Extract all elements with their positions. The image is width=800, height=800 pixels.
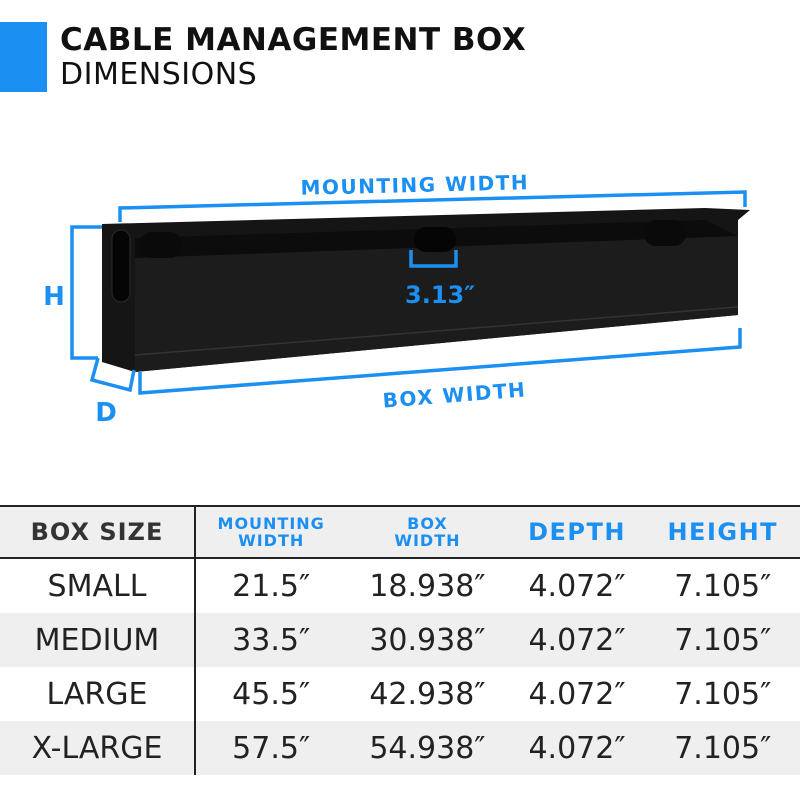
cell-box-width: 18.938″ (369, 568, 486, 604)
cell-size: X-LARGE (0, 721, 196, 775)
product-diagram: MOUNTING WIDTH BOX WIDTH H D 3.13″ (43, 170, 750, 428)
header-box-width: BOX WIDTH (346, 505, 509, 559)
header-height: HEIGHT (645, 505, 800, 559)
page-subtitle: DIMENSIONS (60, 57, 258, 92)
cell-size: SMALL (0, 558, 196, 613)
table-row: LARGE 45.5″ 42.938″ 4.072″ 7.105″ (0, 667, 800, 721)
table-header-row: BOX SIZE MOUNTING WIDTH BOX WIDTH DEPTH HE… (0, 505, 800, 559)
slot-width-label: 3.13″ (405, 281, 475, 309)
table-row: MEDIUM 33.5″ 30.938″ 4.072″ 7.105″ (0, 613, 800, 667)
cell-height: 7.105″ (674, 568, 772, 604)
cell-depth: 4.072″ (528, 676, 626, 712)
header-box-size: BOX SIZE (0, 505, 196, 559)
cell-box-width: 30.938″ (346, 613, 509, 667)
cell-depth: 4.072″ (508, 613, 646, 667)
depth-label: D (95, 398, 117, 428)
cell-height: 7.105″ (645, 721, 800, 775)
mounting-width-label: MOUNTING WIDTH (300, 170, 529, 200)
header-line: BOX (407, 514, 448, 533)
cell-size: MEDIUM (0, 613, 196, 667)
cell-height: 7.105″ (674, 676, 772, 712)
cell-size: LARGE (0, 667, 196, 721)
cell-mounting-width: 33.5″ (195, 613, 347, 667)
cell-mounting-width: 45.5″ (232, 676, 311, 712)
box-width-label: BOX WIDTH (382, 377, 527, 412)
cell-mounting-width: 57.5″ (195, 721, 347, 775)
cell-box-width: 42.938″ (369, 676, 486, 712)
accent-bar (0, 22, 47, 92)
header-mounting-width: MOUNTING WIDTH (195, 505, 347, 559)
cell-height: 7.105″ (645, 613, 800, 667)
cell-depth: 4.072″ (528, 568, 626, 604)
height-label: H (43, 282, 65, 312)
table-row: X-LARGE 57.5″ 54.938″ 4.072″ 7.105″ (0, 721, 800, 775)
header-depth: DEPTH (508, 505, 646, 559)
cell-depth: 4.072″ (508, 721, 646, 775)
dimension-lines (70, 190, 747, 395)
cell-mounting-width: 21.5″ (232, 568, 311, 604)
cell-box-width: 54.938″ (346, 721, 509, 775)
dimensions-table: BOX SIZE MOUNTING WIDTH BOX WIDTH DEPTH HE… (0, 505, 800, 775)
table-row: SMALL 21.5″ 18.938″ 4.072″ 7.105″ (0, 558, 800, 613)
cable-box-illustration (102, 208, 750, 372)
page-title: CABLE MANAGEMENT BOX (60, 22, 527, 58)
header-line: WIDTH (238, 531, 305, 550)
header-line: MOUNTING (217, 514, 325, 533)
header-line: WIDTH (394, 531, 461, 550)
